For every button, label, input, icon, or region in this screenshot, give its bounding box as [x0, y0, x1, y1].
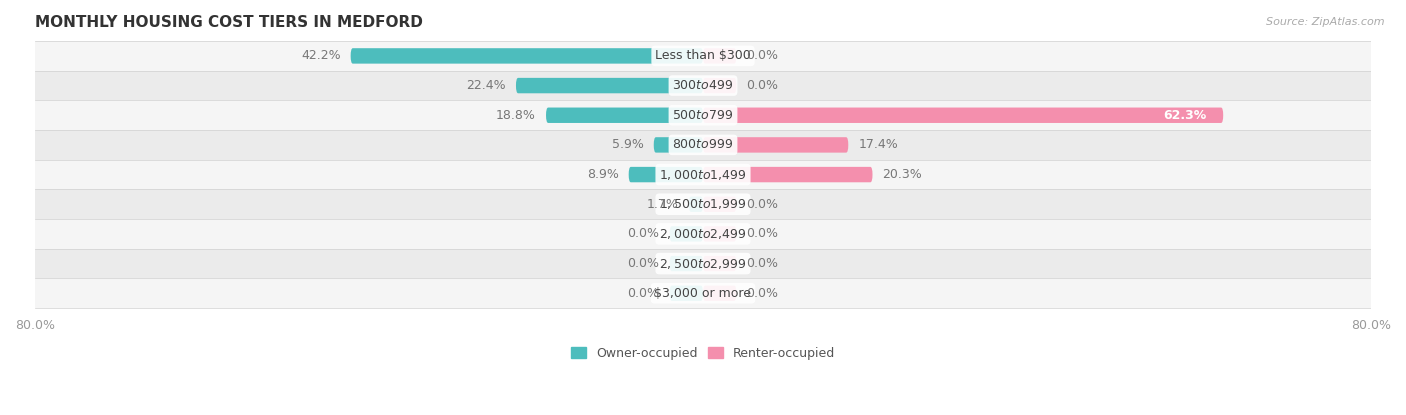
Text: $500 to $799: $500 to $799	[672, 109, 734, 122]
Legend: Owner-occupied, Renter-occupied: Owner-occupied, Renter-occupied	[567, 342, 839, 365]
FancyBboxPatch shape	[654, 137, 703, 153]
FancyBboxPatch shape	[703, 226, 737, 242]
Text: 8.9%: 8.9%	[586, 168, 619, 181]
FancyBboxPatch shape	[703, 256, 737, 271]
Text: 22.4%: 22.4%	[467, 79, 506, 92]
Text: $2,000 to $2,499: $2,000 to $2,499	[659, 227, 747, 241]
Text: 0.0%: 0.0%	[747, 227, 779, 240]
FancyBboxPatch shape	[669, 286, 703, 301]
Text: $800 to $999: $800 to $999	[672, 139, 734, 151]
Text: 0.0%: 0.0%	[747, 257, 779, 270]
FancyBboxPatch shape	[35, 100, 1371, 130]
Text: $3,000 or more: $3,000 or more	[655, 287, 751, 300]
FancyBboxPatch shape	[516, 78, 703, 93]
Text: 0.0%: 0.0%	[747, 287, 779, 300]
Text: 5.9%: 5.9%	[612, 139, 644, 151]
Text: 20.3%: 20.3%	[883, 168, 922, 181]
FancyBboxPatch shape	[628, 167, 703, 182]
Text: $1,000 to $1,499: $1,000 to $1,499	[659, 168, 747, 182]
FancyBboxPatch shape	[689, 197, 703, 212]
Text: 0.0%: 0.0%	[747, 198, 779, 211]
FancyBboxPatch shape	[35, 249, 1371, 278]
FancyBboxPatch shape	[703, 167, 873, 182]
FancyBboxPatch shape	[703, 137, 848, 153]
Text: 18.8%: 18.8%	[496, 109, 536, 122]
Text: 1.7%: 1.7%	[647, 198, 679, 211]
Text: 0.0%: 0.0%	[627, 227, 659, 240]
FancyBboxPatch shape	[35, 130, 1371, 160]
Text: 0.0%: 0.0%	[747, 49, 779, 62]
Text: MONTHLY HOUSING COST TIERS IN MEDFORD: MONTHLY HOUSING COST TIERS IN MEDFORD	[35, 15, 423, 30]
FancyBboxPatch shape	[546, 107, 703, 123]
FancyBboxPatch shape	[35, 189, 1371, 219]
Text: 0.0%: 0.0%	[627, 257, 659, 270]
Text: Less than $300: Less than $300	[655, 49, 751, 62]
Text: 0.0%: 0.0%	[747, 79, 779, 92]
Text: $300 to $499: $300 to $499	[672, 79, 734, 92]
FancyBboxPatch shape	[350, 48, 703, 63]
FancyBboxPatch shape	[703, 107, 1223, 123]
FancyBboxPatch shape	[669, 226, 703, 242]
Text: 42.2%: 42.2%	[301, 49, 340, 62]
FancyBboxPatch shape	[35, 71, 1371, 100]
Text: 62.3%: 62.3%	[1163, 109, 1206, 122]
FancyBboxPatch shape	[703, 48, 737, 63]
FancyBboxPatch shape	[669, 256, 703, 271]
Text: $1,500 to $1,999: $1,500 to $1,999	[659, 197, 747, 211]
FancyBboxPatch shape	[703, 286, 737, 301]
FancyBboxPatch shape	[703, 197, 737, 212]
FancyBboxPatch shape	[35, 160, 1371, 189]
Text: Source: ZipAtlas.com: Source: ZipAtlas.com	[1267, 17, 1385, 27]
FancyBboxPatch shape	[35, 278, 1371, 308]
FancyBboxPatch shape	[35, 41, 1371, 71]
Text: $2,500 to $2,999: $2,500 to $2,999	[659, 256, 747, 271]
Text: 0.0%: 0.0%	[627, 287, 659, 300]
Text: 17.4%: 17.4%	[858, 139, 898, 151]
FancyBboxPatch shape	[703, 78, 737, 93]
FancyBboxPatch shape	[35, 219, 1371, 249]
